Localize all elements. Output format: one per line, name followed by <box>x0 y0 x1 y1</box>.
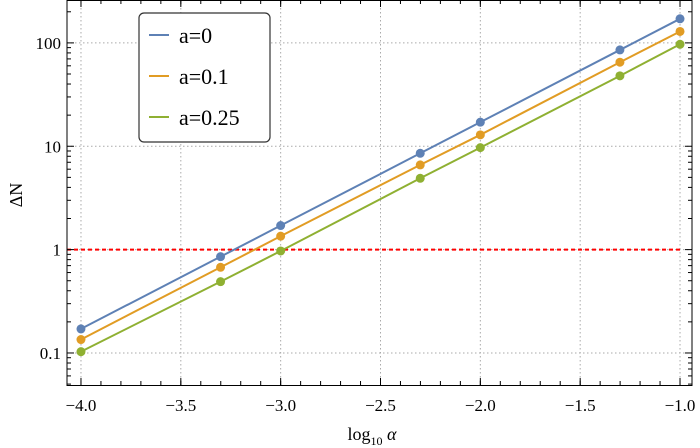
x-tick-label: −1.5 <box>565 396 596 415</box>
data-point <box>76 324 86 334</box>
series-a=0.1 <box>76 26 685 345</box>
x-tick-label: −2.5 <box>365 396 396 415</box>
data-point <box>615 45 625 55</box>
legend-label: a=0 <box>179 23 212 48</box>
data-point <box>475 117 485 127</box>
x-tick-label: −2.0 <box>465 396 496 415</box>
data-point <box>415 148 425 158</box>
legend: a=0 a=0.1 a=0.25 <box>138 12 271 143</box>
series-group <box>76 14 685 357</box>
legend-label: a=0.25 <box>179 105 240 130</box>
data-point <box>276 221 286 231</box>
data-point <box>475 143 485 153</box>
series-a=0 <box>76 14 685 334</box>
data-point <box>276 246 286 256</box>
data-point <box>216 277 226 287</box>
data-point <box>675 14 685 24</box>
data-point <box>615 71 625 81</box>
data-point <box>615 57 625 67</box>
y-tick-label: 1 <box>53 241 62 260</box>
data-point <box>76 335 86 345</box>
y-tick-label: 0.1 <box>40 344 61 363</box>
x-axis-label: log10 α <box>348 424 398 448</box>
data-point <box>675 39 685 49</box>
data-point <box>216 262 226 272</box>
x-tick-label: −1.0 <box>665 396 696 415</box>
data-point <box>415 173 425 183</box>
plot-frame <box>66 0 693 386</box>
data-point <box>276 231 286 241</box>
x-tick-label: −3.5 <box>165 396 196 415</box>
data-point <box>76 347 86 357</box>
x-tick-label: −3.0 <box>265 396 296 415</box>
y-axis-label: ΔN <box>6 183 26 208</box>
ticks: −4.0 −3.5 −3.0 −2.5 −2.0 −1.5 −1.0 0.1 1 10 100 <box>36 0 696 415</box>
legend-label: a=0.1 <box>179 64 229 89</box>
data-point <box>415 160 425 170</box>
data-point <box>216 252 226 262</box>
data-point <box>475 130 485 140</box>
data-point <box>675 26 685 36</box>
y-tick-label: 10 <box>44 137 61 156</box>
y-tick-label: 100 <box>36 34 62 53</box>
legend-box <box>138 12 271 143</box>
series-a=0.25 <box>76 39 685 357</box>
x-tick-label: −4.0 <box>66 396 97 415</box>
